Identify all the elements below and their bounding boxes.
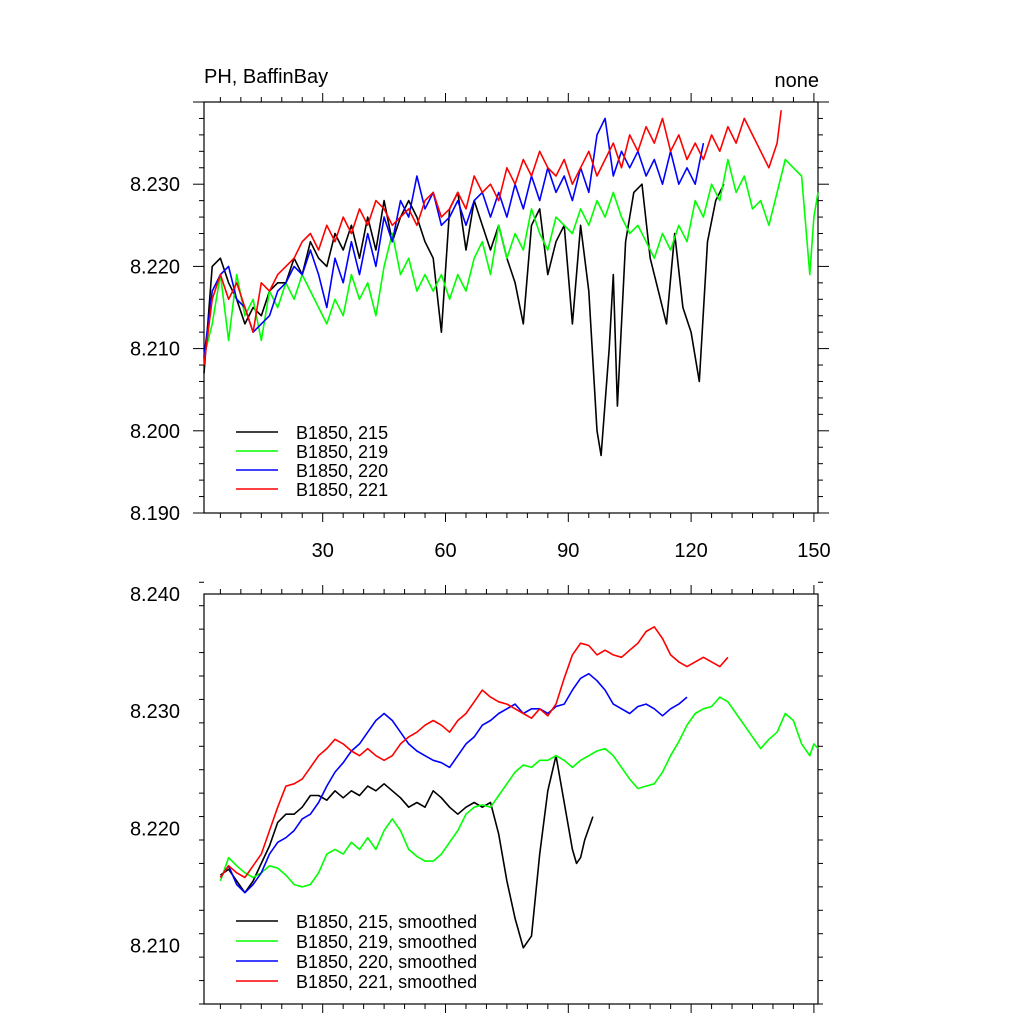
plot-frame — [203, 593, 819, 1005]
legend-label-2: B1850, 219, smoothed — [296, 932, 477, 952]
y-tick-label: 8.230 — [130, 701, 180, 723]
y-tick-label: 8.220 — [130, 818, 180, 840]
y-tick-label: 8.230 — [130, 174, 180, 196]
x-tick-label: 90 — [557, 540, 579, 562]
series-line-4 — [219, 625, 729, 879]
legend-label-3: B1850, 220, smoothed — [296, 952, 477, 972]
y-tick-label: 8.240 — [130, 584, 180, 606]
legend-label-2: B1850, 219 — [296, 442, 388, 462]
series-line-3 — [203, 117, 705, 357]
series-line-2 — [219, 696, 819, 888]
legend-label-1: B1850, 215 — [296, 423, 388, 443]
chart-title: PH, BaffinBay — [204, 66, 329, 88]
y-tick-label: 8.220 — [130, 256, 180, 278]
legend-label-3: B1850, 220 — [296, 461, 388, 481]
y-tick-label: 8.200 — [130, 421, 180, 443]
y-tick-label: 8.210 — [130, 935, 180, 957]
series-line-3 — [219, 672, 688, 894]
plot-frame — [203, 101, 819, 514]
series-line-1 — [219, 754, 594, 949]
series-line-2 — [203, 158, 819, 357]
legend-label-4: B1850, 221 — [296, 480, 388, 500]
x-tick-label: 30 — [312, 540, 334, 562]
series-line-4 — [203, 110, 782, 366]
legend-label-1: B1850, 215, smoothed — [296, 912, 477, 932]
y-tick-label: 8.190 — [130, 503, 180, 525]
x-tick-label: 120 — [674, 540, 707, 562]
legend-label-4: B1850, 221, smoothed — [296, 972, 477, 992]
chart-right-title: none — [774, 70, 820, 92]
x-tick-label: 150 — [797, 540, 830, 562]
x-tick-label: 60 — [434, 540, 456, 562]
y-tick-label: 8.210 — [130, 339, 180, 361]
series-line-1 — [203, 183, 725, 457]
